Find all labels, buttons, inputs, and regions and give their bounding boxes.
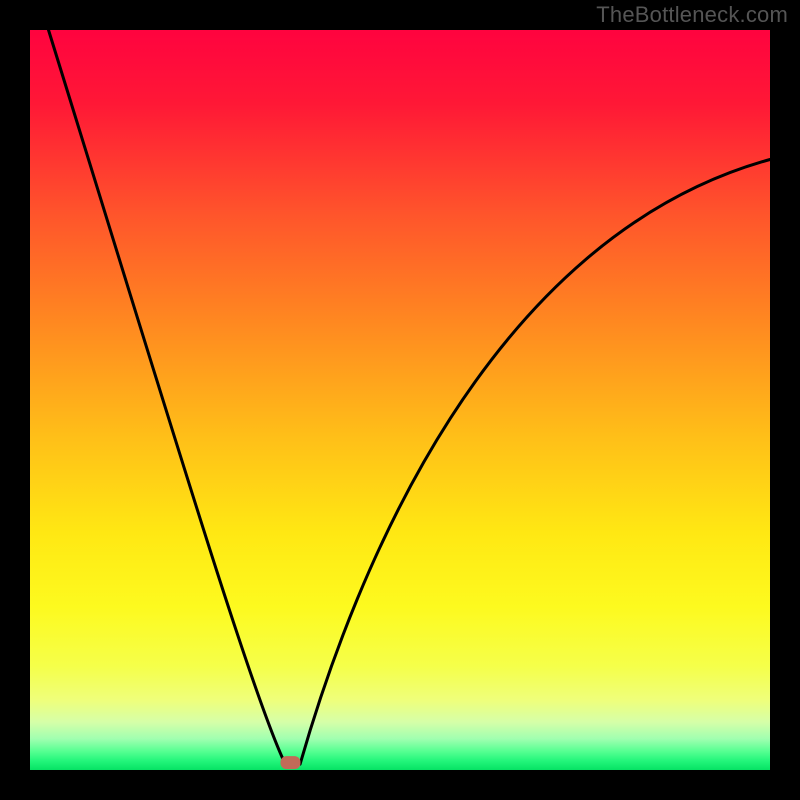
attribution-text: TheBottleneck.com bbox=[596, 2, 788, 28]
minimum-marker bbox=[280, 756, 300, 769]
chart-background bbox=[30, 30, 770, 770]
page-root: TheBottleneck.com bbox=[0, 0, 800, 800]
bottleneck-chart bbox=[0, 0, 800, 800]
